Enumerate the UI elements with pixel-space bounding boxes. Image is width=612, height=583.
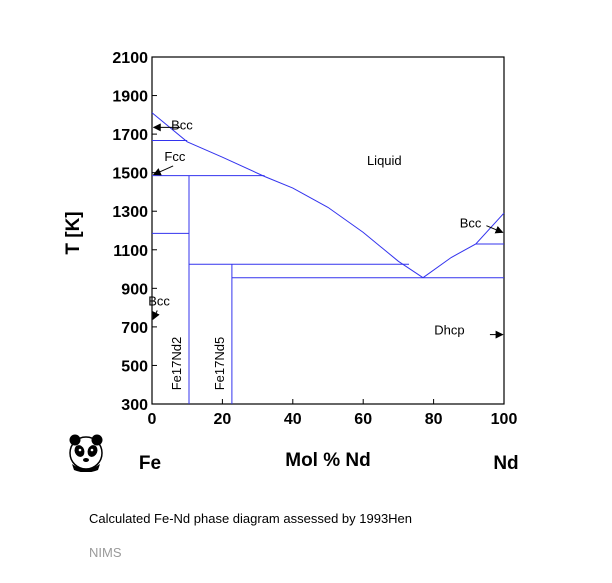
x-tick-label: 60: [354, 411, 372, 428]
phase-label: Dhcp: [434, 323, 464, 338]
phase-label: Bcc: [171, 117, 193, 132]
phase-label: Bcc: [460, 216, 482, 231]
y-tick-label: 2100: [112, 50, 148, 67]
y-axis-title: T [K]: [63, 211, 84, 254]
phase-boundaries: [151, 112, 505, 404]
y-tick-label: 1700: [112, 127, 148, 144]
y-tick-label: 1100: [113, 243, 148, 260]
y-tick-label: 1900: [112, 89, 148, 106]
phase-line-liquidus-nd: [422, 212, 505, 279]
x-tick-label: 20: [214, 411, 232, 428]
y-tick-label: 900: [121, 281, 148, 298]
x-tick-label: 40: [284, 411, 302, 428]
phase-label: Fcc: [164, 149, 185, 164]
phase-line-liquidus-fe: [151, 112, 424, 279]
y-tick-label: 500: [121, 358, 148, 375]
panda-logo-icon: [68, 434, 104, 473]
y-tick-label: 300: [121, 397, 148, 414]
compound-label: Fe17Nd5: [212, 337, 227, 390]
compound-label: Fe17Nd2: [169, 337, 184, 390]
x-tick-label: 0: [148, 411, 157, 428]
label-arrow: [152, 165, 174, 176]
phase-labels: Liquid Bcc Fcc Bcc Bcc Dhcp Fe17Nd2 Fe17Nd5: [148, 117, 482, 390]
label-arrows: [152, 123, 504, 339]
axis-ticks: 0 20 40 60 80 100 300 500 700 900 1100 1300 1500 1700…: [112, 50, 517, 428]
x-tick-label: 80: [425, 411, 443, 428]
phase-label: Bcc: [148, 294, 170, 309]
credit-text: NIMS: [89, 545, 122, 560]
x-end-label-fe: Fe: [139, 453, 161, 474]
y-tick-label: 700: [121, 320, 148, 337]
y-tick-label: 1500: [112, 166, 148, 183]
y-tick-label: 1300: [112, 204, 148, 221]
x-end-label-nd: Nd: [493, 453, 518, 474]
label-arrow: [152, 310, 160, 321]
x-axis-title: Mol % Nd: [285, 450, 371, 471]
figure-caption: Calculated Fe-Nd phase diagram assessed …: [89, 511, 413, 526]
plot-frame: [151, 56, 505, 405]
x-tick-label: 100: [491, 411, 518, 428]
label-arrow: [486, 225, 504, 234]
phase-label: Liquid: [367, 153, 402, 168]
